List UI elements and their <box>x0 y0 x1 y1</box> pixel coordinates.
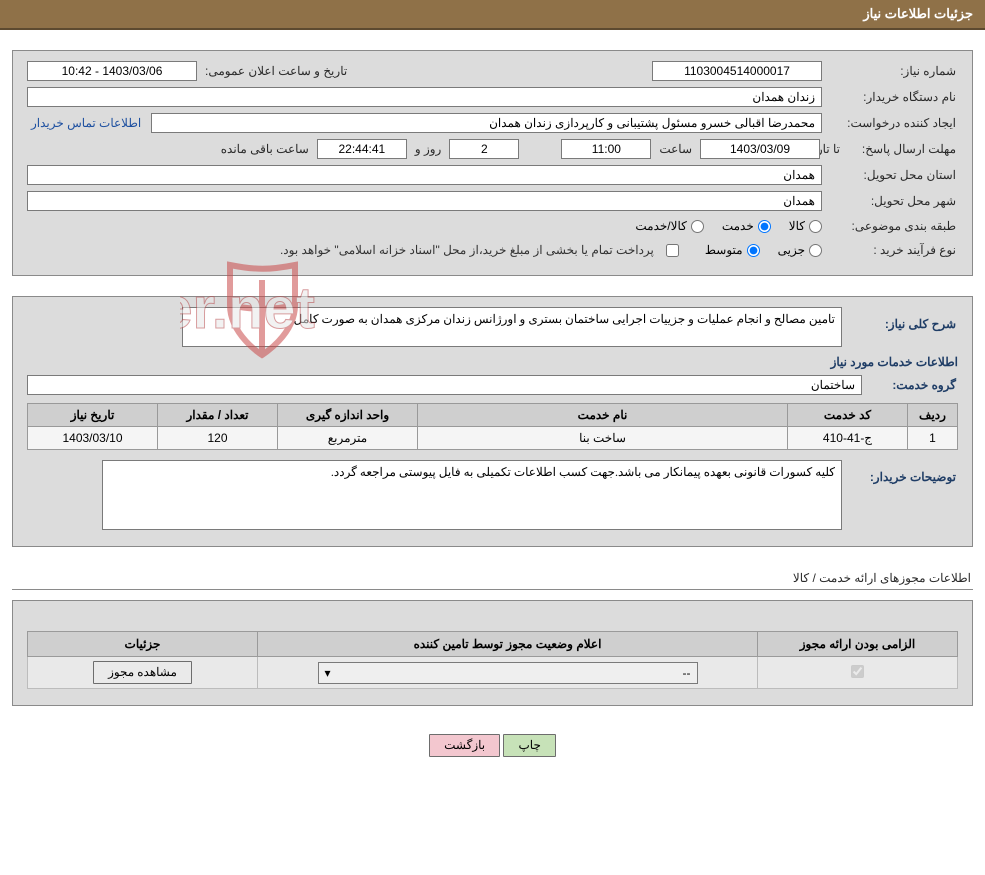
requester-value: محمدرضا اقبالی خسرو مسئول پشتیبانی و کار… <box>151 113 822 133</box>
radio-medium[interactable]: متوسط <box>705 243 760 257</box>
need-desc-panel: شرح کلی نیاز: اطلاعات خدمات مورد نیاز گر… <box>12 296 973 547</box>
page-title-bar: جزئیات اطلاعات نیاز <box>0 0 985 30</box>
overall-desc-label: شرح کلی نیاز: <box>848 315 958 333</box>
announce-value: 1403/03/06 - 10:42 <box>27 61 197 81</box>
col-date: تاریخ نیاز <box>28 404 158 427</box>
buyer-org-value: زندان همدان <box>27 87 822 107</box>
remain-label: ساعت باقی مانده <box>219 140 311 158</box>
permits-table: الزامی بودن ارائه مجوز اعلام وضعیت مجوز … <box>27 631 958 689</box>
need-no-label: شماره نیاز: <box>828 62 958 80</box>
overall-desc-text[interactable] <box>182 307 842 347</box>
province-label: استان محل تحویل: <box>828 166 958 184</box>
table-row: 1 ج-41-410 ساخت بنا مترمربع 120 1403/03/… <box>28 427 958 450</box>
to-date-value: 1403/03/09 <box>700 139 820 159</box>
purchase-type-label: نوع فرآیند خرید : <box>828 241 958 259</box>
treasury-note: پرداخت تمام یا بخشی از مبلغ خرید،از محل … <box>280 243 662 257</box>
days-label: روز و <box>413 140 444 158</box>
permit-row: -- ▾ مشاهده مجوز <box>28 657 958 689</box>
permits-panel: الزامی بودن ارائه مجوز اعلام وضعیت مجوز … <box>12 600 973 706</box>
permit-col-status: اعلام وضعیت مجوز توسط تامین کننده <box>258 632 758 657</box>
need-no-value: 1103004514000017 <box>652 61 822 81</box>
back-button[interactable]: بازگشت <box>429 734 500 757</box>
radio-service[interactable]: خدمت <box>722 219 771 233</box>
timer-value: 22:44:41 <box>317 139 407 159</box>
col-qty: تعداد / مقدار <box>158 404 278 427</box>
buyer-org-label: نام دستگاه خریدار: <box>828 88 958 106</box>
requester-label: ایجاد کننده درخواست: <box>828 114 958 132</box>
col-row: ردیف <box>908 404 958 427</box>
buyer-note-label: توضیحات خریدار: <box>848 468 958 486</box>
permit-required-check <box>851 665 864 678</box>
services-header: اطلاعات خدمات مورد نیاز <box>27 355 958 369</box>
days-remaining: 2 <box>449 139 519 159</box>
radio-partial[interactable]: جزیی <box>778 243 822 257</box>
announce-label: تاریخ و ساعت اعلان عمومی: <box>203 62 349 80</box>
hour-label: ساعت <box>657 140 694 158</box>
permit-status-select[interactable]: -- ▾ <box>318 662 698 684</box>
permit-col-required: الزامی بودن ارائه مجوز <box>758 632 958 657</box>
permit-col-details: جزئیات <box>28 632 258 657</box>
deadline-label: مهلت ارسال پاسخ: <box>848 140 958 158</box>
col-unit: واحد اندازه گیری <box>278 404 418 427</box>
need-info-panel: شماره نیاز: 1103004514000017 تاریخ و ساع… <box>12 50 973 276</box>
footer-buttons: چاپ بازگشت <box>0 726 985 775</box>
hour-value: 11:00 <box>561 139 651 159</box>
service-group-label: گروه خدمت: <box>868 376 958 394</box>
print-button[interactable]: چاپ <box>503 734 555 757</box>
services-table: ردیف کد خدمت نام خدمت واحد اندازه گیری ت… <box>27 403 958 450</box>
buyer-note-text[interactable] <box>102 460 842 530</box>
service-group-value: ساختمان <box>27 375 862 395</box>
to-date-label: تا تاریخ: <box>826 140 842 158</box>
city-value: همدان <box>27 191 822 211</box>
category-radios: کالا خدمت کالا/خدمت <box>635 219 822 233</box>
category-label: طبقه بندی موضوعی: <box>828 217 958 235</box>
province-value: همدان <box>27 165 822 185</box>
page-title: جزئیات اطلاعات نیاز <box>863 6 973 21</box>
chevron-down-icon: ▾ <box>325 666 331 680</box>
radio-both[interactable]: کالا/خدمت <box>635 219 703 233</box>
treasury-check[interactable]: پرداخت تمام یا بخشی از مبلغ خرید،از محل … <box>280 243 679 257</box>
select-value: -- <box>683 666 691 680</box>
buyer-contact-link[interactable]: اطلاعات تماس خریدار <box>27 114 145 132</box>
city-label: شهر محل تحویل: <box>828 192 958 210</box>
permits-section-title: اطلاعات مجوزهای ارائه خدمت / کالا <box>12 567 973 590</box>
col-name: نام خدمت <box>418 404 788 427</box>
purchase-type-radios: جزیی متوسط <box>705 243 822 257</box>
radio-goods[interactable]: کالا <box>789 219 822 233</box>
col-code: کد خدمت <box>788 404 908 427</box>
view-permit-button[interactable]: مشاهده مجوز <box>93 661 192 684</box>
